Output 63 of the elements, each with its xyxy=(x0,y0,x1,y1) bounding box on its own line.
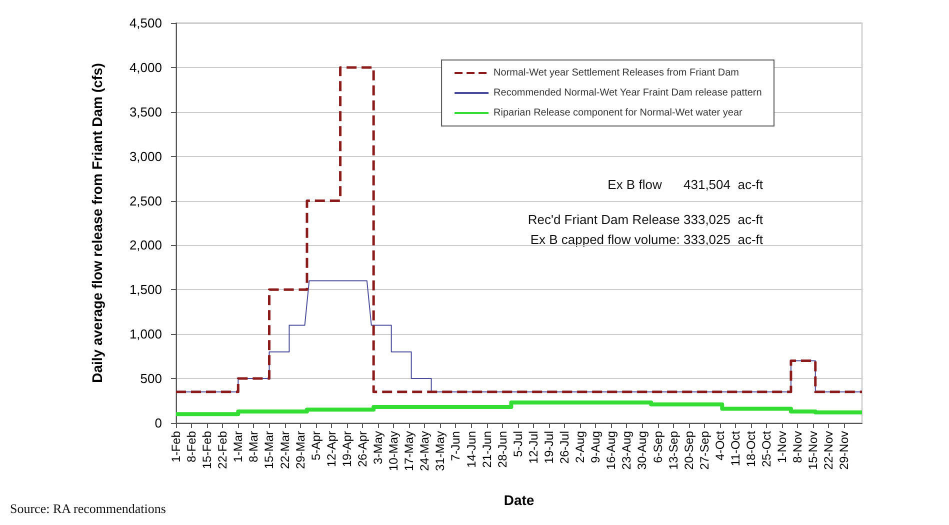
x-tick-label: 9-Aug xyxy=(588,431,603,464)
y-tick-label: 1,500 xyxy=(129,282,162,298)
legend-label: Normal-Wet year Settlement Releases from Friant Dam xyxy=(494,68,740,78)
x-tick-label: 6-Sep xyxy=(650,430,665,464)
x-tick-label: 21-Jun xyxy=(480,431,494,468)
x-tick-label: 16-Aug xyxy=(604,431,618,470)
annotation: Rec'd Friant Dam Release 333,025 ac-ft xyxy=(528,212,764,227)
x-tick-label: 2-Aug xyxy=(573,431,588,464)
y-tick-label: 0 xyxy=(154,416,162,430)
source-note: Source: RA recommendations xyxy=(10,501,166,516)
y-tick-label: 1,000 xyxy=(129,326,162,342)
x-tick-label: 1-Mar xyxy=(231,431,246,462)
x-tick-label: 22-Nov xyxy=(822,431,836,470)
x-tick-label: 29-Nov xyxy=(837,431,852,470)
y-tick-label: 2,500 xyxy=(129,193,162,208)
x-tick-label: 8-Mar xyxy=(246,431,261,462)
x-tick-label: 22-Feb xyxy=(216,430,230,470)
x-tick-label: 23-Aug xyxy=(620,431,634,470)
x-tick-label: 10-May xyxy=(386,431,401,472)
x-tick-label: 30-Aug xyxy=(635,431,650,470)
x-tick-label: 29-Mar xyxy=(293,431,308,470)
x-tick-label: 26-Jul xyxy=(558,431,572,464)
x-tick-label: 7-Jun xyxy=(448,431,463,462)
x-tick-label: 3-May xyxy=(371,431,386,464)
x-tick-label: 15-Nov xyxy=(806,431,820,470)
x-tick-label: 22-Mar xyxy=(278,431,292,470)
x-tick-label: 20-Sep xyxy=(682,430,696,470)
x-tick-label: 27-Sep xyxy=(697,430,712,470)
y-axis-title: Daily average flow release from Friant Dam (cfs) xyxy=(89,63,105,383)
x-tick-label: 5-Jul xyxy=(510,431,525,458)
y-tick-label: 2,000 xyxy=(129,238,162,253)
x-tick-label: 13-Sep xyxy=(666,430,680,470)
y-tick-label: 4,500 xyxy=(129,16,162,30)
x-tick-label: 19-Apr xyxy=(340,431,354,468)
x-tick-label: 11-Oct xyxy=(728,430,742,466)
legend-label: Recommended Normal-Wet Year Fraint Dam release pattern xyxy=(494,88,762,98)
x-tick-label: 15-Feb xyxy=(200,430,214,470)
y-tick-label: 4,000 xyxy=(129,60,162,75)
x-tick-label: 5-Apr xyxy=(308,430,323,460)
annotation: Ex B capped flow volume: 333,025 ac-ft xyxy=(530,232,764,247)
y-tick-label: 500 xyxy=(140,371,162,386)
x-tick-label: 1-Nov xyxy=(775,431,790,464)
x-tick-label: 8-Feb xyxy=(184,430,199,462)
x-tick-label: 19-Jul xyxy=(542,431,556,464)
legend-label: Riparian Release component for Normal-Wet water year xyxy=(494,108,744,118)
y-tick-label: 3,500 xyxy=(129,104,162,120)
x-tick-label: 18-Oct xyxy=(744,430,758,468)
annotation: Ex B flow 431,504 ac-ft xyxy=(608,177,764,192)
x-tick-label: 15-Mar xyxy=(262,431,276,470)
x-tick-label: 4-Oct xyxy=(712,430,727,460)
x-tick-label: 24-May xyxy=(418,431,432,472)
y-tick-label: 3,000 xyxy=(129,148,162,164)
x-tick-label: 1-Feb xyxy=(169,430,183,462)
x-tick-label: 17-May xyxy=(402,431,416,472)
x-axis-title: Date xyxy=(504,492,534,508)
x-tick-label: 26-Apr xyxy=(355,431,370,468)
x-tick-label: 8-Nov xyxy=(790,431,805,464)
x-tick-label: 12-Apr xyxy=(324,431,338,468)
x-tick-label: 31-May xyxy=(433,431,448,472)
x-tick-label: 25-Oct xyxy=(760,430,774,468)
x-tick-label: 28-Jun xyxy=(495,431,510,468)
x-tick-label: 12-Jul xyxy=(526,431,540,464)
x-tick-label: 14-Jun xyxy=(464,431,478,468)
